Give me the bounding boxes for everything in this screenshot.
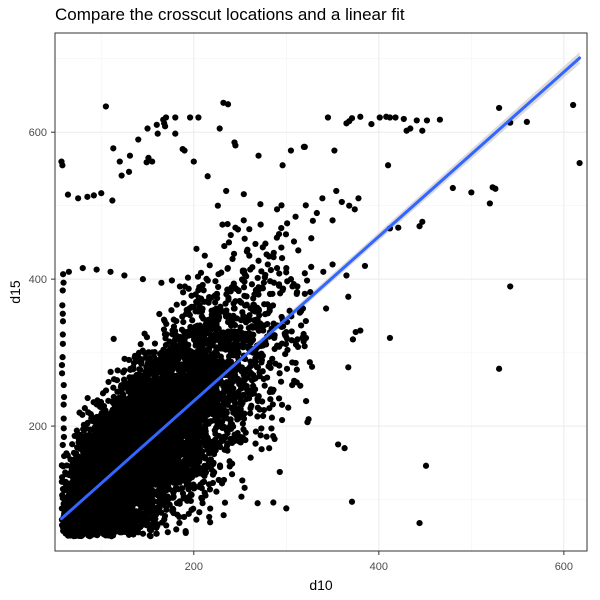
- data-point: [306, 359, 313, 366]
- data-point: [247, 454, 254, 461]
- data-point: [286, 307, 293, 314]
- data-point: [268, 414, 276, 421]
- data-point: [201, 472, 208, 480]
- data-point: [195, 294, 202, 302]
- data-point: [193, 245, 200, 252]
- data-point: [180, 318, 187, 326]
- data-point: [259, 368, 266, 375]
- data-point: [305, 416, 312, 423]
- data-point: [278, 254, 286, 262]
- data-point: [202, 364, 209, 371]
- data-point: [110, 376, 118, 383]
- data-point: [288, 328, 295, 335]
- data-point: [259, 285, 266, 292]
- data-point: [308, 263, 315, 270]
- data-point: [151, 340, 159, 347]
- data-point: [220, 512, 227, 519]
- data-point: [206, 262, 213, 269]
- data-point: [179, 490, 187, 497]
- data-point: [181, 513, 188, 521]
- data-point: [156, 310, 163, 318]
- data-point: [160, 326, 168, 333]
- data-point: [261, 301, 268, 308]
- data-point: [184, 274, 192, 281]
- data-point: [301, 343, 308, 350]
- data-point: [276, 370, 283, 377]
- data-point: [180, 289, 187, 296]
- data-point: [227, 416, 234, 423]
- data-point: [308, 235, 315, 242]
- data-point: [290, 238, 298, 245]
- data-point: [248, 281, 256, 288]
- data-point: [262, 311, 269, 318]
- data-point: [309, 217, 316, 224]
- data-point: [176, 519, 183, 527]
- data-point: [285, 404, 292, 411]
- data-point: [153, 530, 160, 537]
- data-point: [278, 401, 286, 408]
- data-point: [266, 305, 273, 312]
- data-point: [69, 441, 76, 448]
- data-point: [247, 410, 254, 417]
- data-point: [222, 300, 229, 307]
- data-point: [302, 202, 309, 209]
- data-point: [178, 326, 186, 333]
- data-point: [218, 480, 226, 487]
- data-point: [307, 288, 314, 296]
- points-layer: [58, 99, 583, 540]
- data-point: [239, 420, 246, 427]
- data-point: [199, 500, 206, 507]
- data-point: [212, 299, 219, 306]
- data-point: [241, 278, 248, 285]
- data-point: [205, 481, 213, 488]
- data-point: [266, 445, 273, 452]
- data-point: [105, 378, 112, 386]
- data-point: [278, 225, 285, 232]
- data-point: [260, 279, 267, 286]
- data-point: [212, 436, 219, 443]
- data-point: [110, 384, 117, 391]
- data-point: [282, 231, 290, 238]
- data-point: [295, 247, 302, 254]
- data-point: [232, 400, 239, 407]
- data-point: [199, 281, 206, 289]
- data-point: [110, 335, 117, 342]
- data-point: [137, 366, 144, 373]
- data-point: [151, 349, 158, 356]
- data-point: [276, 270, 283, 277]
- data-point: [147, 533, 154, 540]
- data-point: [189, 317, 196, 324]
- data-point: [247, 358, 254, 365]
- data-point: [125, 356, 133, 364]
- data-point: [261, 274, 268, 281]
- data-point: [240, 191, 247, 198]
- data-point: [278, 202, 285, 209]
- data-point: [180, 299, 187, 307]
- data-point: [238, 493, 245, 500]
- data-point: [216, 462, 224, 469]
- data-point: [168, 277, 175, 284]
- data-point: [200, 478, 208, 485]
- data-point: [197, 269, 205, 276]
- data-point: [289, 359, 296, 366]
- data-point: [207, 505, 214, 512]
- data-point: [263, 433, 270, 440]
- data-point: [254, 274, 261, 282]
- data-point: [273, 234, 280, 241]
- data-point: [268, 425, 275, 432]
- data-point: [213, 488, 220, 495]
- data-point: [240, 284, 248, 291]
- data-point: [230, 250, 238, 257]
- data-point: [239, 477, 246, 484]
- data-point: [277, 378, 285, 385]
- data-point: [252, 240, 259, 248]
- data-point: [278, 416, 286, 424]
- data-point: [107, 368, 114, 375]
- data-point: [135, 529, 142, 536]
- data-point: [81, 405, 88, 412]
- data-point: [76, 409, 83, 416]
- data-point: [89, 418, 96, 425]
